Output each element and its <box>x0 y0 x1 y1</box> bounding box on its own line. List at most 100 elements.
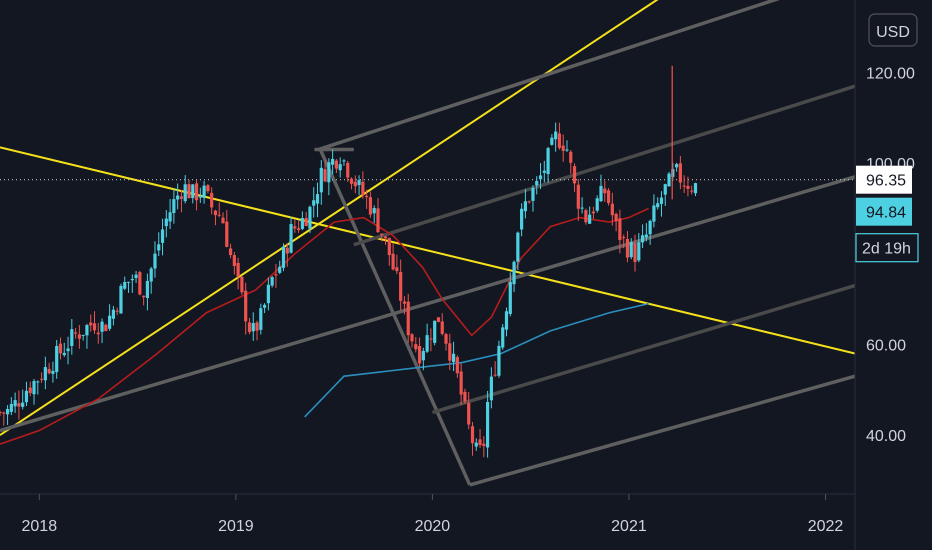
candle <box>614 212 618 232</box>
candle <box>217 202 221 218</box>
candle <box>2 411 6 426</box>
currency-button[interactable]: USD <box>868 13 918 47</box>
candle <box>13 392 17 413</box>
candle <box>436 317 441 323</box>
candle <box>421 347 425 371</box>
candle <box>508 272 512 317</box>
candle <box>414 337 418 353</box>
candle <box>588 206 592 224</box>
candle <box>554 122 558 152</box>
candle <box>429 328 433 352</box>
candle <box>451 341 456 372</box>
candle <box>149 266 153 294</box>
candle <box>134 271 138 283</box>
candle <box>353 175 357 194</box>
candle <box>297 220 301 233</box>
candle <box>399 259 403 311</box>
candle <box>55 340 59 379</box>
candle <box>70 319 74 355</box>
candle <box>395 254 399 275</box>
candle <box>357 175 361 196</box>
candle <box>293 219 297 233</box>
candle <box>327 158 331 196</box>
candle <box>572 163 577 192</box>
candle <box>81 334 85 341</box>
candle <box>21 389 25 410</box>
candle <box>240 275 244 296</box>
candle <box>380 233 384 242</box>
candle <box>538 163 543 190</box>
candle <box>629 238 633 260</box>
candle <box>221 212 225 224</box>
candle <box>637 233 641 263</box>
candle <box>315 182 320 218</box>
candle <box>690 185 694 195</box>
candle <box>361 171 365 199</box>
candle <box>96 323 100 344</box>
candle <box>289 216 293 254</box>
candle <box>153 241 157 278</box>
candle <box>183 175 187 204</box>
candle <box>599 174 603 203</box>
candle <box>123 276 127 291</box>
candle <box>168 199 172 230</box>
candle <box>312 187 316 218</box>
candle <box>565 140 569 152</box>
candle <box>606 188 611 206</box>
candle <box>448 333 452 371</box>
time-tick-label: 2022 <box>808 518 844 535</box>
candle <box>225 210 229 248</box>
time-axis[interactable]: 2018 2019 2020 2021 2022 <box>22 494 844 535</box>
candle <box>210 187 214 215</box>
candle <box>365 189 369 209</box>
candle <box>391 243 395 271</box>
candle <box>266 277 270 311</box>
candle <box>28 381 32 397</box>
candle <box>667 171 671 187</box>
candle <box>546 146 550 183</box>
moving-average-2 <box>304 302 649 418</box>
candle <box>194 180 199 211</box>
candle <box>285 243 289 267</box>
candle <box>43 356 47 390</box>
candle <box>278 260 282 275</box>
price-tag-label: 94.84 <box>866 205 906 222</box>
candle <box>610 192 614 226</box>
candle <box>62 342 66 357</box>
candle <box>387 237 391 266</box>
candle <box>349 177 354 190</box>
candle <box>232 251 236 275</box>
time-tick-label: 2020 <box>415 518 451 535</box>
candle <box>89 314 93 332</box>
candle <box>625 231 630 263</box>
candle <box>92 311 97 334</box>
candle <box>198 187 202 203</box>
candle <box>304 211 308 227</box>
candle <box>100 318 104 344</box>
candle <box>145 273 150 311</box>
candle <box>557 122 562 150</box>
trendline-3 <box>318 148 472 486</box>
candle <box>130 274 134 293</box>
candle <box>591 206 596 219</box>
candle <box>550 134 554 146</box>
candle <box>644 223 648 242</box>
candle <box>493 361 497 377</box>
candle <box>682 175 686 193</box>
candle <box>433 320 437 346</box>
candle <box>228 243 233 259</box>
candle <box>520 203 524 237</box>
candle <box>119 283 123 314</box>
candle <box>527 200 531 204</box>
price-tags-layer: 96.35 94.84 2d 19h <box>855 165 919 263</box>
candle <box>531 185 535 212</box>
candle <box>251 312 255 341</box>
candle <box>693 182 698 197</box>
candle <box>542 160 546 183</box>
candle <box>164 209 168 238</box>
candle <box>584 208 588 225</box>
trendline-8 <box>431 283 855 415</box>
candle <box>410 333 414 348</box>
candle <box>281 243 286 272</box>
